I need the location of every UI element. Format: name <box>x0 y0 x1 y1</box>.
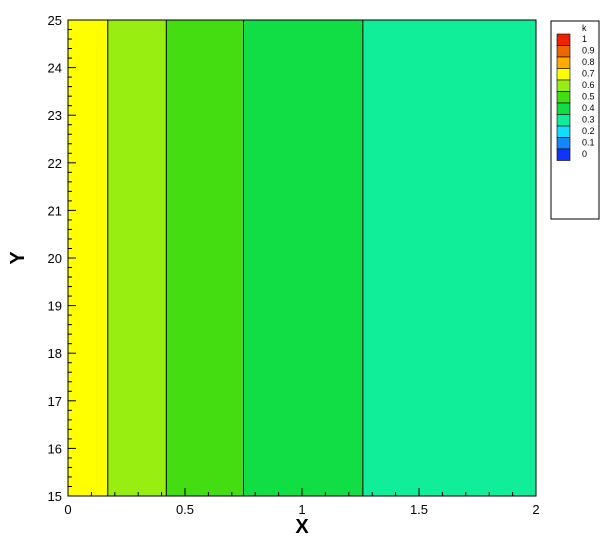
contour-band-4 <box>362 20 536 496</box>
legend-swatch <box>556 56 571 69</box>
legend-swatch <box>556 148 571 161</box>
legend: k 1 0.90.8 0.70.6 0.50.4 0.30.2 0.10 <box>550 20 600 220</box>
x-tick-label: 0.5 <box>176 502 194 517</box>
legend-swatch <box>556 137 571 150</box>
legend-swatch <box>556 45 571 58</box>
y-tick-label: 24 <box>48 61 62 76</box>
legend-label: 0.7 <box>582 69 595 79</box>
y-tick-label: 25 <box>48 13 62 28</box>
legend-label: 0 <box>582 149 587 159</box>
legend-entries: 1 0.90.8 0.70.6 0.50.4 0.30.2 0.10 <box>556 33 595 161</box>
legend-swatch <box>556 33 571 46</box>
y-tick-label: 15 <box>48 489 62 504</box>
y-tick-label: 22 <box>48 156 62 171</box>
x-axis: 0 0.5 1 1.5 2 <box>64 488 540 517</box>
legend-label: 0.4 <box>582 103 595 113</box>
x-tick-label: 1 <box>298 502 305 517</box>
legend-label: 0.8 <box>582 57 595 67</box>
legend-swatch <box>556 114 571 127</box>
legend-title: k <box>582 23 587 33</box>
contour-bands <box>68 20 536 496</box>
legend-label: 0.2 <box>582 126 595 136</box>
y-axis: 15 16 17 18 19 20 21 22 23 24 25 <box>48 13 76 504</box>
y-tick-label: 19 <box>48 299 62 314</box>
legend-label: 0.3 <box>582 115 595 125</box>
x-tick-label: 0 <box>64 502 71 517</box>
legend-label: 0.5 <box>582 92 595 102</box>
legend-swatch <box>556 125 571 138</box>
y-tick-label: 21 <box>48 203 62 218</box>
legend-swatch <box>556 102 571 115</box>
legend-label: 0.9 <box>582 46 595 56</box>
y-tick-label: 20 <box>48 251 62 266</box>
x-axis-title: X <box>295 516 309 536</box>
legend-swatch <box>556 68 571 81</box>
y-tick-label: 17 <box>48 394 62 409</box>
contour-lines <box>107 20 364 496</box>
legend-label: 0.6 <box>582 80 595 90</box>
legend-label: 1 <box>582 34 587 44</box>
legend-swatch <box>556 91 571 104</box>
legend-label: 0.1 <box>582 138 595 148</box>
y-tick-label: 23 <box>48 108 62 123</box>
legend-swatch <box>556 79 571 92</box>
x-tick-label: 1.5 <box>410 502 428 517</box>
y-tick-label: 18 <box>48 346 62 361</box>
x-tick-label: 2 <box>532 502 539 517</box>
contour-band-2 <box>166 20 244 496</box>
y-tick-label: 16 <box>48 441 62 456</box>
y-axis-title: Y <box>7 251 29 265</box>
contour-band-1 <box>107 20 167 496</box>
contour-band-3 <box>243 20 363 496</box>
